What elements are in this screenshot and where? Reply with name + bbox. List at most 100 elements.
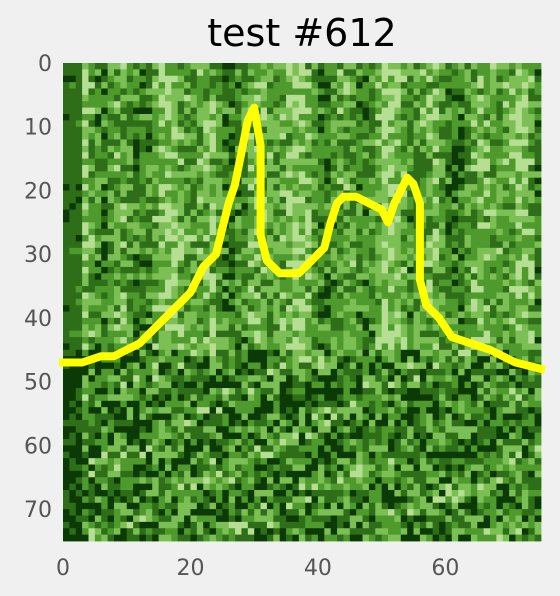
heatmap-cell bbox=[235, 343, 242, 351]
heatmap-cell bbox=[63, 241, 70, 249]
heatmap-cell bbox=[528, 94, 536, 102]
heatmap-cell bbox=[477, 407, 485, 414]
heatmap-cell bbox=[337, 286, 344, 293]
heatmap-cell bbox=[184, 254, 191, 261]
heatmap-cell bbox=[107, 75, 115, 83]
heatmap-cell bbox=[286, 164, 293, 172]
heatmap-cell bbox=[184, 145, 191, 153]
heatmap-cell bbox=[509, 171, 516, 179]
heatmap-cell bbox=[400, 158, 408, 166]
heatmap-cell bbox=[426, 464, 434, 472]
heatmap-cell bbox=[298, 82, 306, 89]
heatmap-cell bbox=[356, 190, 363, 198]
heatmap-cell bbox=[407, 113, 414, 121]
heatmap-cell bbox=[190, 311, 198, 319]
heatmap-cell bbox=[521, 324, 529, 332]
heatmap-cell bbox=[145, 113, 153, 121]
heatmap-cell bbox=[107, 337, 115, 344]
heatmap-cell bbox=[451, 324, 459, 332]
heatmap-cell bbox=[381, 107, 389, 115]
heatmap-cell bbox=[171, 311, 179, 319]
heatmap-cell bbox=[349, 311, 357, 319]
heatmap-cell bbox=[126, 88, 134, 96]
heatmap-cell bbox=[298, 470, 306, 478]
heatmap-cell bbox=[298, 145, 306, 153]
heatmap-cell bbox=[330, 107, 338, 115]
heatmap-cell bbox=[94, 139, 102, 147]
heatmap-cell bbox=[477, 286, 485, 293]
heatmap-cell bbox=[260, 445, 268, 453]
heatmap-cell bbox=[451, 349, 459, 357]
heatmap-cell bbox=[362, 126, 370, 134]
heatmap-image bbox=[63, 63, 542, 542]
heatmap-cell bbox=[368, 375, 376, 383]
heatmap-cell bbox=[311, 349, 319, 357]
heatmap-cell bbox=[439, 432, 446, 440]
heatmap-cell bbox=[375, 400, 383, 408]
heatmap-cell bbox=[107, 419, 115, 427]
heatmap-cell bbox=[101, 394, 109, 402]
heatmap-cell bbox=[375, 190, 383, 198]
heatmap-cell bbox=[324, 394, 332, 402]
heatmap-cell bbox=[324, 298, 332, 306]
heatmap-cell bbox=[413, 82, 421, 89]
heatmap-cell bbox=[445, 273, 453, 281]
heatmap-cell bbox=[407, 413, 414, 421]
heatmap-cell bbox=[158, 330, 166, 338]
heatmap-cell bbox=[534, 298, 542, 306]
heatmap-cell bbox=[413, 286, 421, 293]
heatmap-cell bbox=[164, 343, 172, 351]
heatmap-cell bbox=[534, 164, 542, 172]
heatmap-cell bbox=[337, 470, 344, 478]
heatmap-cell bbox=[266, 209, 274, 217]
heatmap-cell bbox=[196, 69, 204, 77]
heatmap-cell bbox=[451, 177, 459, 185]
heatmap-cell bbox=[407, 260, 414, 268]
heatmap-cell bbox=[94, 483, 102, 491]
heatmap-cell bbox=[394, 375, 402, 383]
heatmap-cell bbox=[356, 164, 363, 172]
heatmap-cell bbox=[458, 368, 465, 376]
heatmap-cell bbox=[362, 203, 370, 210]
heatmap-cell bbox=[286, 190, 293, 198]
heatmap-cell bbox=[145, 407, 153, 414]
heatmap-cell bbox=[260, 439, 268, 446]
heatmap-cell bbox=[362, 394, 370, 402]
heatmap-cell bbox=[279, 426, 287, 434]
heatmap-cell bbox=[305, 464, 312, 472]
heatmap-cell bbox=[400, 311, 408, 319]
heatmap-cell bbox=[381, 330, 389, 338]
heatmap-cell bbox=[203, 69, 210, 77]
heatmap-cell bbox=[209, 215, 217, 223]
heatmap-cell bbox=[349, 164, 357, 172]
heatmap-cell bbox=[273, 400, 281, 408]
heatmap-cell bbox=[120, 184, 128, 191]
heatmap-cell bbox=[152, 305, 159, 312]
heatmap-cell bbox=[107, 375, 115, 383]
heatmap-cell bbox=[209, 286, 217, 293]
heatmap-cell bbox=[158, 439, 166, 446]
heatmap-cell bbox=[203, 439, 210, 446]
heatmap-cell bbox=[515, 407, 523, 414]
heatmap-cell bbox=[451, 63, 459, 70]
heatmap-cell bbox=[171, 171, 179, 179]
heatmap-cell bbox=[362, 94, 370, 102]
heatmap-cell bbox=[228, 451, 236, 459]
heatmap-cell bbox=[260, 286, 268, 293]
heatmap-cell bbox=[69, 426, 77, 434]
heatmap-cell bbox=[362, 139, 370, 147]
heatmap-cell bbox=[502, 458, 510, 465]
heatmap-cell bbox=[464, 356, 472, 363]
heatmap-cell bbox=[286, 311, 293, 319]
heatmap-cell bbox=[184, 324, 191, 332]
heatmap-cell bbox=[432, 94, 440, 102]
heatmap-cell bbox=[152, 470, 159, 478]
heatmap-cell bbox=[419, 145, 427, 153]
heatmap-cell bbox=[528, 190, 536, 198]
heatmap-cell bbox=[209, 337, 217, 344]
heatmap-cell bbox=[483, 107, 491, 115]
heatmap-cell bbox=[419, 88, 427, 96]
heatmap-cell bbox=[349, 388, 357, 395]
heatmap-cell bbox=[528, 407, 536, 414]
heatmap-cell bbox=[190, 88, 198, 96]
